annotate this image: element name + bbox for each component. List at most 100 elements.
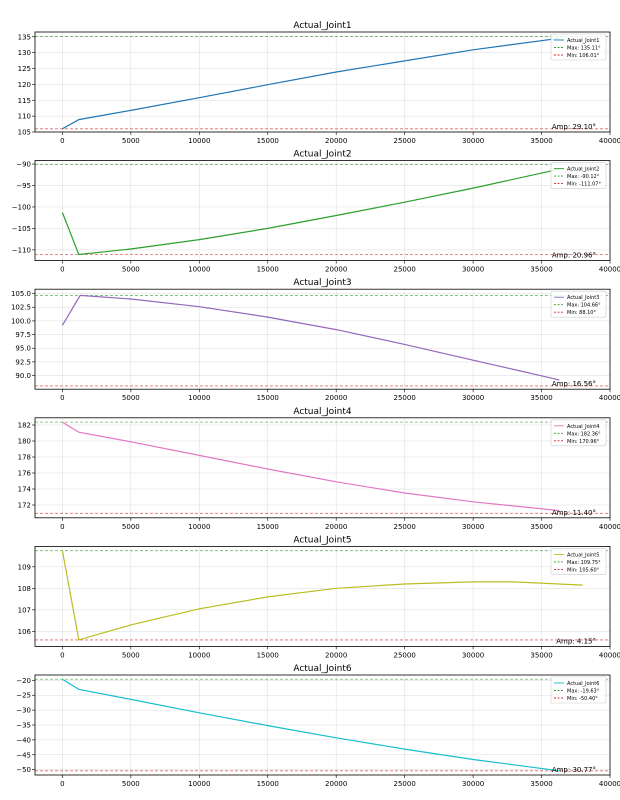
legend-box	[550, 162, 607, 189]
x-tick-label: 20000	[325, 523, 347, 531]
y-tick-label: 107	[18, 606, 31, 614]
series-line	[61, 168, 560, 256]
x-tick-label: 0	[60, 523, 64, 531]
x-tick-label: 5000	[122, 137, 140, 145]
y-tick-label: 120	[18, 81, 31, 89]
y-tick-label: −50	[16, 766, 31, 774]
x-tick-label: 40000	[599, 137, 620, 145]
y-tick-label: −30	[16, 707, 31, 715]
subplot-joint5: Actual_Joint5 0 5000 10000 15000 20000 25000 30…	[18, 535, 620, 659]
chart-title: Actual_Joint3	[293, 278, 351, 288]
x-tick-label: 5000	[122, 394, 140, 402]
y-tick-label: 172	[18, 502, 31, 510]
y-tick-label: 105.0	[11, 290, 31, 298]
legend-max-label: Max: 182.36°	[567, 431, 601, 437]
x-tick-label: 10000	[188, 394, 210, 402]
plot-frame	[34, 160, 611, 262]
y-tick-label: 100.0	[11, 317, 31, 325]
chart-title: Actual_Joint2	[293, 150, 351, 160]
y-tick-label: 92.5	[15, 358, 31, 366]
x-tick-label: 25000	[394, 394, 416, 402]
x-tick-label: 0	[60, 394, 64, 402]
y-tick-label: −100	[12, 203, 31, 211]
legend: Actual_Joint5 Max: 109.75°Min: 105.60°	[550, 548, 607, 575]
x-tick-label: 25000	[394, 266, 416, 274]
legend-min-label: Min: 105.60°	[567, 567, 600, 573]
y-tick-label: −45	[16, 751, 31, 759]
y-tick-label: 176	[18, 470, 32, 478]
subplot-joint6: Actual_Joint6 0 5000 10000 15000 20000 25000 30…	[16, 664, 620, 788]
x-tick-label: 15000	[257, 651, 279, 659]
legend-box	[550, 676, 607, 704]
legend-series-label: Actual_Joint6	[567, 681, 599, 687]
x-tick-label: 40000	[599, 394, 620, 402]
y-tick-label: 90.0	[15, 372, 31, 380]
legend-series-label: Actual_Joint3	[567, 295, 599, 301]
plot-frame	[34, 417, 611, 519]
x-tick-label: 0	[60, 651, 64, 659]
x-tick-label: 20000	[325, 651, 347, 659]
x-tick-label: 0	[60, 137, 64, 145]
legend-box	[550, 290, 607, 318]
amplitude-label: Amp: 4.15°	[556, 637, 596, 645]
y-tick-label: −105	[12, 225, 31, 233]
plot-frame	[34, 546, 611, 647]
amplitude-label: Amp: 11.40°	[552, 509, 596, 517]
y-tick-label: −20	[16, 677, 31, 685]
y-tick-label: 174	[18, 486, 32, 494]
legend-box	[550, 419, 607, 447]
amplitude-label: Amp: 16.56°	[552, 380, 596, 388]
subplot-joint1: Actual_Joint1 0 5000 10000 15000 20000 25000 30…	[18, 21, 620, 145]
x-tick-label: 10000	[188, 651, 210, 659]
x-tick-label: 10000	[188, 523, 210, 531]
legend-series-label: Actual_Joint1	[567, 38, 599, 44]
x-tick-label: 20000	[325, 137, 347, 145]
x-tick-label: 5000	[122, 266, 140, 274]
subplot-joint3: Actual_Joint3 0 5000 10000 15000 20000 25000 30…	[11, 278, 620, 402]
x-tick-label: 25000	[394, 137, 416, 145]
x-tick-label: 25000	[394, 523, 416, 531]
legend-box	[550, 33, 607, 61]
y-tick-label: 130	[18, 49, 31, 57]
chart-title: Actual_Joint1	[293, 21, 351, 31]
legend-max-label: Max: -19.63°	[567, 689, 600, 695]
y-tick-label: −25	[16, 692, 31, 700]
amplitude-label: Amp: 30.77°	[552, 766, 596, 774]
legend: Actual_Joint1 Max: 135.11°Min: 106.01°	[550, 33, 607, 61]
legend-min-label: Min: 88.10°	[567, 310, 596, 316]
series-line	[62, 421, 560, 512]
x-tick-label: 15000	[257, 137, 279, 145]
x-tick-label: 5000	[122, 651, 140, 659]
legend-min-label: Min: -111.07°	[567, 182, 601, 188]
legend-series-label: Actual_Joint4	[567, 424, 599, 430]
y-tick-label: −90	[16, 161, 31, 169]
series-line	[62, 678, 560, 772]
y-tick-label: 97.5	[15, 331, 31, 339]
x-tick-label: 30000	[462, 780, 484, 788]
x-tick-label: 40000	[599, 266, 620, 274]
x-tick-label: 10000	[188, 137, 210, 145]
y-tick-label: 109	[18, 563, 31, 571]
x-tick-label: 15000	[257, 780, 279, 788]
legend-min-label: Min: -50.40°	[567, 696, 598, 702]
x-tick-label: 20000	[325, 266, 347, 274]
legend-max-label: Max: -90.12°	[567, 174, 600, 180]
y-tick-label: −95	[16, 182, 31, 190]
subplot-joint4: Actual_Joint4 0 5000 10000 15000 20000 25000 30…	[18, 407, 620, 531]
x-tick-label: 40000	[599, 651, 620, 659]
y-tick-label: 135	[18, 33, 31, 41]
x-tick-label: 20000	[325, 780, 347, 788]
legend: Actual_Joint6 Max: -19.63°Min: -50.40°	[550, 676, 607, 704]
y-tick-label: −110	[12, 246, 31, 254]
legend-box	[550, 548, 607, 575]
y-tick-label: 178	[18, 454, 31, 462]
x-tick-label: 35000	[530, 266, 552, 274]
chart-title: Actual_Joint4	[293, 407, 352, 417]
y-tick-label: −40	[16, 736, 31, 744]
y-tick-label: 125	[18, 65, 31, 73]
y-tick-label: 102.5	[11, 304, 31, 312]
x-tick-label: 30000	[462, 266, 484, 274]
plot-frame	[34, 31, 611, 133]
x-tick-label: 35000	[530, 523, 552, 531]
